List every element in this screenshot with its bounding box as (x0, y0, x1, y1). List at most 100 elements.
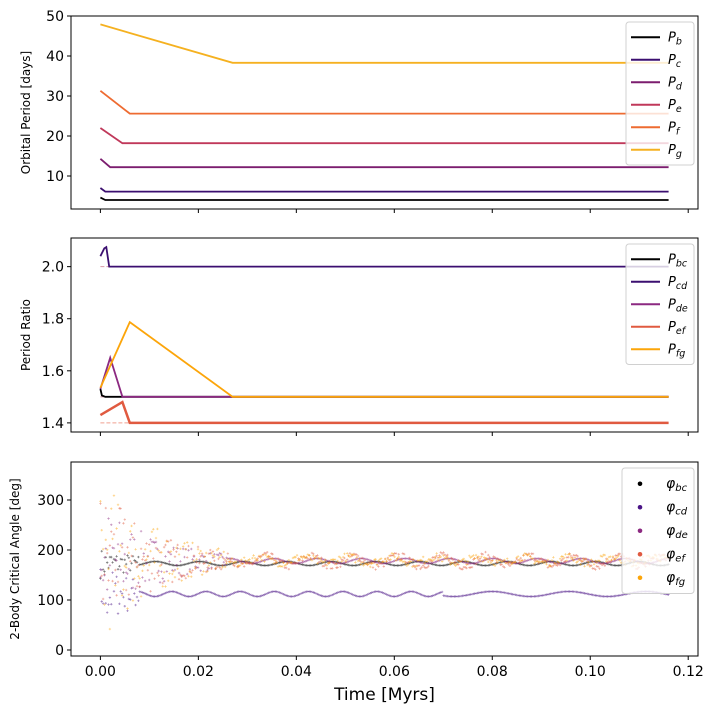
data-point (276, 557, 280, 560)
data-point (184, 576, 188, 580)
data-point (228, 593, 231, 597)
data-point (249, 561, 253, 564)
data-point (181, 547, 185, 551)
data-point (294, 555, 297, 559)
data-point (596, 565, 600, 568)
data-point (148, 563, 151, 567)
data-point (260, 558, 263, 562)
data-point (314, 556, 318, 559)
data-point (157, 574, 160, 577)
data-point (176, 567, 179, 571)
data-point (145, 592, 148, 596)
data-point (401, 552, 405, 555)
data-point (457, 559, 460, 562)
data-point (188, 561, 192, 565)
data-point (255, 561, 258, 565)
data-point (443, 553, 447, 556)
y-tick-label: 300 (37, 493, 64, 509)
data-point (251, 594, 254, 597)
data-point (611, 555, 615, 558)
data-point (400, 593, 403, 596)
data-point (291, 562, 295, 566)
data-point (160, 593, 163, 597)
data-point (225, 561, 228, 565)
data-point (118, 565, 121, 568)
data-point (298, 557, 301, 561)
data-point (209, 590, 212, 594)
data-point (529, 555, 532, 558)
data-point (129, 530, 132, 533)
data-point (415, 567, 418, 571)
data-point (183, 574, 186, 578)
data-point (461, 568, 464, 571)
data-point (156, 547, 159, 551)
data-point (261, 553, 265, 556)
data-point (297, 593, 300, 596)
series-line-p-f (99, 90, 669, 115)
data-point (476, 557, 479, 560)
data-point (542, 561, 546, 565)
data-point (295, 594, 299, 597)
data-point (430, 594, 433, 598)
data-point (263, 560, 266, 563)
data-point (598, 559, 601, 563)
data-point (264, 553, 268, 557)
data-point (253, 556, 257, 560)
data-point (322, 564, 326, 568)
data-point (215, 553, 219, 556)
data-point (127, 597, 131, 601)
data-point (568, 559, 571, 563)
data-point (463, 559, 467, 563)
data-point (447, 558, 451, 561)
data-point (508, 560, 512, 564)
y-tick-label: 2.0 (42, 260, 64, 276)
data-point (594, 559, 597, 563)
data-point (493, 564, 497, 567)
data-point (232, 563, 235, 567)
data-point (309, 558, 312, 561)
data-point (150, 572, 154, 575)
data-point (329, 594, 333, 597)
data-point (226, 557, 230, 561)
data-point (310, 558, 314, 562)
data-point (133, 559, 136, 562)
data-point (265, 592, 269, 595)
data-point (195, 558, 198, 561)
data-point (279, 560, 282, 563)
data-point (413, 559, 417, 562)
data-point (135, 584, 139, 588)
data-point (548, 560, 551, 563)
data-point (101, 578, 105, 582)
data-point (230, 592, 234, 596)
data-point (472, 554, 475, 557)
data-point (340, 558, 343, 561)
data-point (488, 558, 491, 562)
data-point (194, 593, 197, 597)
data-point (435, 552, 438, 555)
data-point (400, 559, 403, 562)
data-point (339, 565, 342, 569)
data-point (252, 561, 255, 565)
data-point (196, 592, 200, 595)
data-point (148, 543, 151, 546)
data-point (229, 558, 232, 562)
data-point (533, 559, 536, 562)
data-point (238, 564, 242, 567)
data-point (234, 560, 238, 563)
data-point (114, 558, 117, 561)
data-point (251, 556, 254, 560)
data-point (438, 591, 441, 595)
data-point (256, 559, 259, 562)
data-point (462, 561, 466, 564)
data-point (210, 591, 213, 594)
data-point (592, 567, 596, 570)
series-line-p-ef (99, 400, 669, 425)
data-point (244, 559, 247, 563)
data-point (162, 592, 166, 595)
data-point (462, 557, 466, 561)
data-point (279, 591, 282, 595)
data-point (145, 542, 148, 545)
data-point (519, 556, 522, 560)
data-point (293, 594, 296, 598)
data-point (562, 556, 566, 560)
